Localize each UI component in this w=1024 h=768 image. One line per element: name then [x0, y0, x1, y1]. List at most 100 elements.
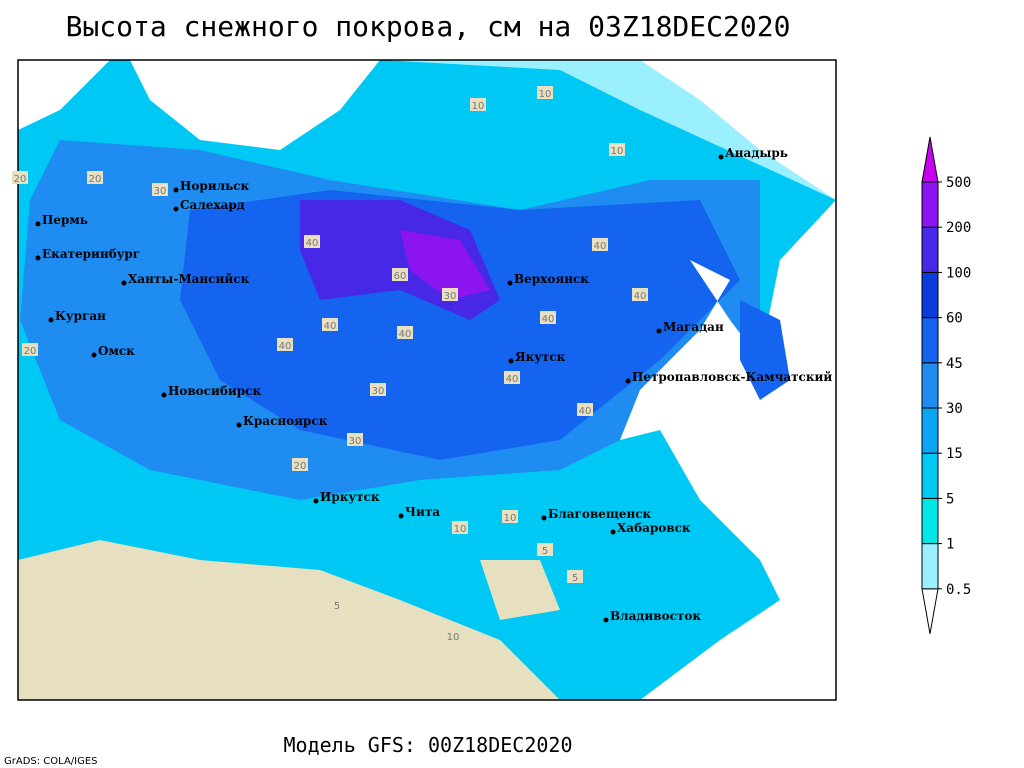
city-dot — [603, 617, 609, 623]
city-dot — [35, 221, 41, 227]
colorbar-low — [921, 588, 939, 634]
contour-label: 40 — [594, 241, 607, 252]
snow-200 — [400, 230, 490, 300]
map — [17, 59, 837, 701]
contour-label: 60 — [394, 271, 407, 282]
title: Высота снежного покрова, см на 03Z18DEC2… — [66, 10, 791, 43]
city-label: Норильск — [180, 179, 250, 193]
footer: Модель GFS: 00Z18DEC2020 — [284, 733, 573, 757]
map-frame — [17, 59, 837, 701]
contour-label-bg — [504, 371, 520, 384]
contour-label: 40 — [506, 374, 519, 385]
contour-label: 40 — [579, 406, 592, 417]
city-label: Екатеринбург — [42, 247, 140, 261]
contour-label: 10 — [447, 632, 460, 643]
city-label: Иркутск — [320, 490, 380, 504]
colorbar-box — [921, 543, 939, 590]
city-dot — [507, 280, 513, 286]
kamchatka — [740, 300, 790, 400]
contour-label: 40 — [399, 329, 412, 340]
colorbar-label: 1 — [946, 537, 954, 553]
city-label: Анадырь — [725, 146, 788, 160]
contour-label: 40 — [279, 341, 292, 352]
contour-label: 40 — [324, 321, 337, 332]
contour-label-bg — [470, 98, 486, 111]
contour-label: 40 — [634, 291, 647, 302]
colorbar-box — [921, 226, 939, 273]
colorbar-label: 60 — [946, 311, 963, 327]
city-dot — [718, 154, 724, 160]
bering — [640, 60, 836, 200]
city-dot — [161, 392, 167, 398]
colorbar-label: 30 — [946, 401, 963, 417]
contour-label: 20 — [294, 461, 307, 472]
contour-label-bg — [292, 458, 308, 471]
colorbar-label: 100 — [946, 265, 971, 281]
city-dot — [508, 358, 514, 364]
contour-label: 20 — [24, 346, 37, 357]
contour-label: 20 — [14, 174, 27, 185]
city-label: Владивосток — [610, 609, 701, 623]
contour-label-bg — [540, 311, 556, 324]
city-label: Красноярск — [243, 414, 328, 428]
contour-label-bg — [632, 288, 648, 301]
contour-label: 30 — [349, 436, 362, 447]
city-label: Верхоянск — [514, 272, 589, 286]
contour-label-bg — [87, 171, 103, 184]
city-label: Новосибирск — [168, 384, 261, 398]
contour-label-bg — [609, 143, 625, 156]
contour-label-bg — [12, 171, 28, 184]
contour-label: 5 — [542, 546, 548, 557]
city-label: Магадан — [663, 320, 724, 334]
contour-label-bg — [567, 570, 583, 583]
contour-label-bg — [442, 288, 458, 301]
contour-label-bg — [22, 343, 38, 356]
city-label: Петропавловск-Камчатский — [632, 370, 832, 384]
arctic-cyan — [18, 60, 836, 200]
city-dot — [121, 280, 127, 286]
contour-label: 10 — [454, 524, 467, 535]
pacific — [620, 200, 836, 700]
city-label: Благовещенск — [548, 507, 652, 521]
contour-label: 30 — [372, 386, 385, 397]
city-label: Ханты-Мансийск — [128, 272, 250, 286]
city-dot — [656, 328, 662, 334]
contour-label-bg — [277, 338, 293, 351]
colorbar-high — [921, 136, 939, 183]
city-dot — [398, 513, 404, 519]
contour-label: 10 — [472, 101, 485, 112]
city-dot — [35, 255, 41, 261]
city-dot — [173, 187, 179, 193]
contour-label-bg — [152, 183, 168, 196]
city-label: Пермь — [42, 213, 88, 227]
colorbar-box — [921, 317, 939, 364]
city-dot — [236, 422, 242, 428]
contour-label-bg — [304, 235, 320, 248]
city-dot — [173, 206, 179, 212]
contour-label-bg — [392, 268, 408, 281]
contour-label: 40 — [542, 314, 555, 325]
contour-label-bg — [592, 238, 608, 251]
contour-label-bg — [452, 521, 468, 534]
city-label: Хабаровск — [617, 521, 691, 535]
colorbar-label: 500 — [946, 175, 971, 191]
labels: Норильск Салехард Пермь Екатеринбург Ханты-М… — [12, 86, 832, 643]
city-dot — [541, 515, 547, 521]
city-dot — [625, 378, 631, 384]
colorbar-box — [921, 362, 939, 409]
contour-label-bg — [502, 510, 518, 523]
contour-label-bg — [577, 403, 593, 416]
credit: GrADS: COLA/IGES — [4, 756, 98, 767]
colorbar-label: 5 — [946, 491, 954, 507]
contour-label-bg — [329, 598, 345, 611]
city-label: Чита — [405, 505, 440, 519]
contour-label: 40 — [306, 238, 319, 249]
contour-label-bg — [537, 86, 553, 99]
desert — [18, 540, 560, 700]
colorbar-label: 15 — [946, 446, 963, 462]
city-dot — [313, 498, 319, 504]
colorbar-box — [921, 452, 939, 499]
contour-label: 30 — [444, 291, 457, 302]
